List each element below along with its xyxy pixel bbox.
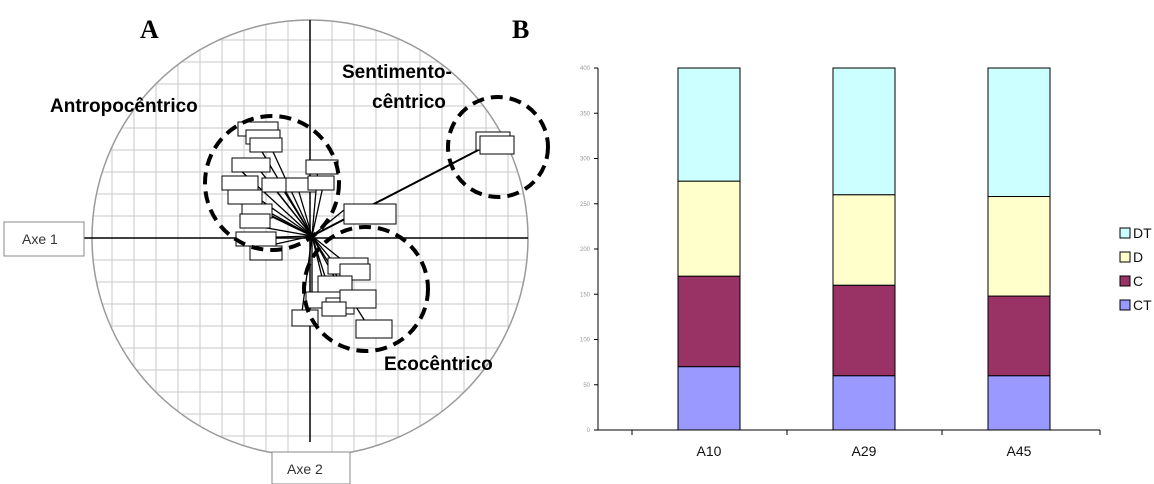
variable-label-box [222,176,258,190]
bar-chart-x-axis: A10 A29 A45 [598,430,1100,459]
variable-label-box [322,302,346,316]
bar-segment-dt-a45 [988,68,1050,197]
y-tick-label: 250 [580,202,591,208]
bar-segment-d-a10 [678,181,740,276]
variable-label-box [228,190,262,204]
y-tick-label: 350 [580,111,591,117]
axis-1-box: Axe 1 [4,222,84,256]
variable-label-box [232,158,270,172]
bar-segment-ct-a29 [833,376,895,430]
variable-label-box [344,204,396,224]
variable-label-box [250,138,282,152]
bar-segment-dt-a10 [678,68,740,181]
bar-segment-dt-a29 [833,68,895,195]
variable-label-box [308,176,334,190]
group-label-ecocentrico: Ecocêntrico [384,354,493,375]
x-tick-label: A29 [852,443,877,459]
legend-label-c: C [1133,273,1143,289]
legend-swatch-ct [1120,300,1130,310]
legend-label-d: D [1133,249,1143,265]
bar-segment-d-a45 [988,197,1050,297]
bar-chart-bars [678,68,1050,430]
bar-segment-c-a29 [833,285,895,376]
legend-label-dt: DT [1133,225,1152,241]
legend-swatch-d [1120,252,1130,262]
legend-label-ct: CT [1133,297,1152,313]
y-tick-label: 150 [580,292,591,298]
y-tick-label: 200 [580,247,591,253]
y-tick-label: 300 [580,157,591,163]
legend-swatch-dt [1120,228,1130,238]
bar-segment-c-a10 [678,276,740,367]
variable-label-box [306,160,338,174]
variable-label-box [240,214,270,228]
group-label-sentimento-line1: Sentimento- [342,62,452,83]
panel-b-letter: B [512,15,529,44]
x-tick-label: A45 [1007,443,1032,459]
bar-chart-y-axis: 0 50 100 150 200 250 300 350 400 [580,66,598,434]
y-tick-label: 50 [583,383,590,389]
legend-swatch-c [1120,276,1130,286]
group-label-sentimento-line2: cêntrico [372,92,446,113]
bar-chart-legend: DT DC CT [1120,225,1152,313]
variable-label-box [356,320,392,338]
variable-label-box [480,136,514,154]
y-tick-label: 0 [587,428,591,434]
panel-a-letter: A [140,15,159,44]
axis-2-label: Axe 2 [287,461,323,477]
panel-a: A Axe 1 Axe 2 Antropocêntrico Senti [4,15,548,484]
bar-segment-ct-a10 [678,367,740,430]
y-tick-label: 100 [580,338,591,344]
bar-segment-ct-a45 [988,376,1050,430]
axis-2-box: Axe 2 [272,452,350,484]
x-tick-label: A10 [697,443,722,459]
axis-1-label: Axe 1 [22,231,58,247]
y-tick-label: 400 [580,66,591,72]
bar-segment-d-a29 [833,195,895,286]
group-label-antropocentrico: Antropocêntrico [50,96,198,117]
bar-segment-c-a45 [988,296,1050,376]
